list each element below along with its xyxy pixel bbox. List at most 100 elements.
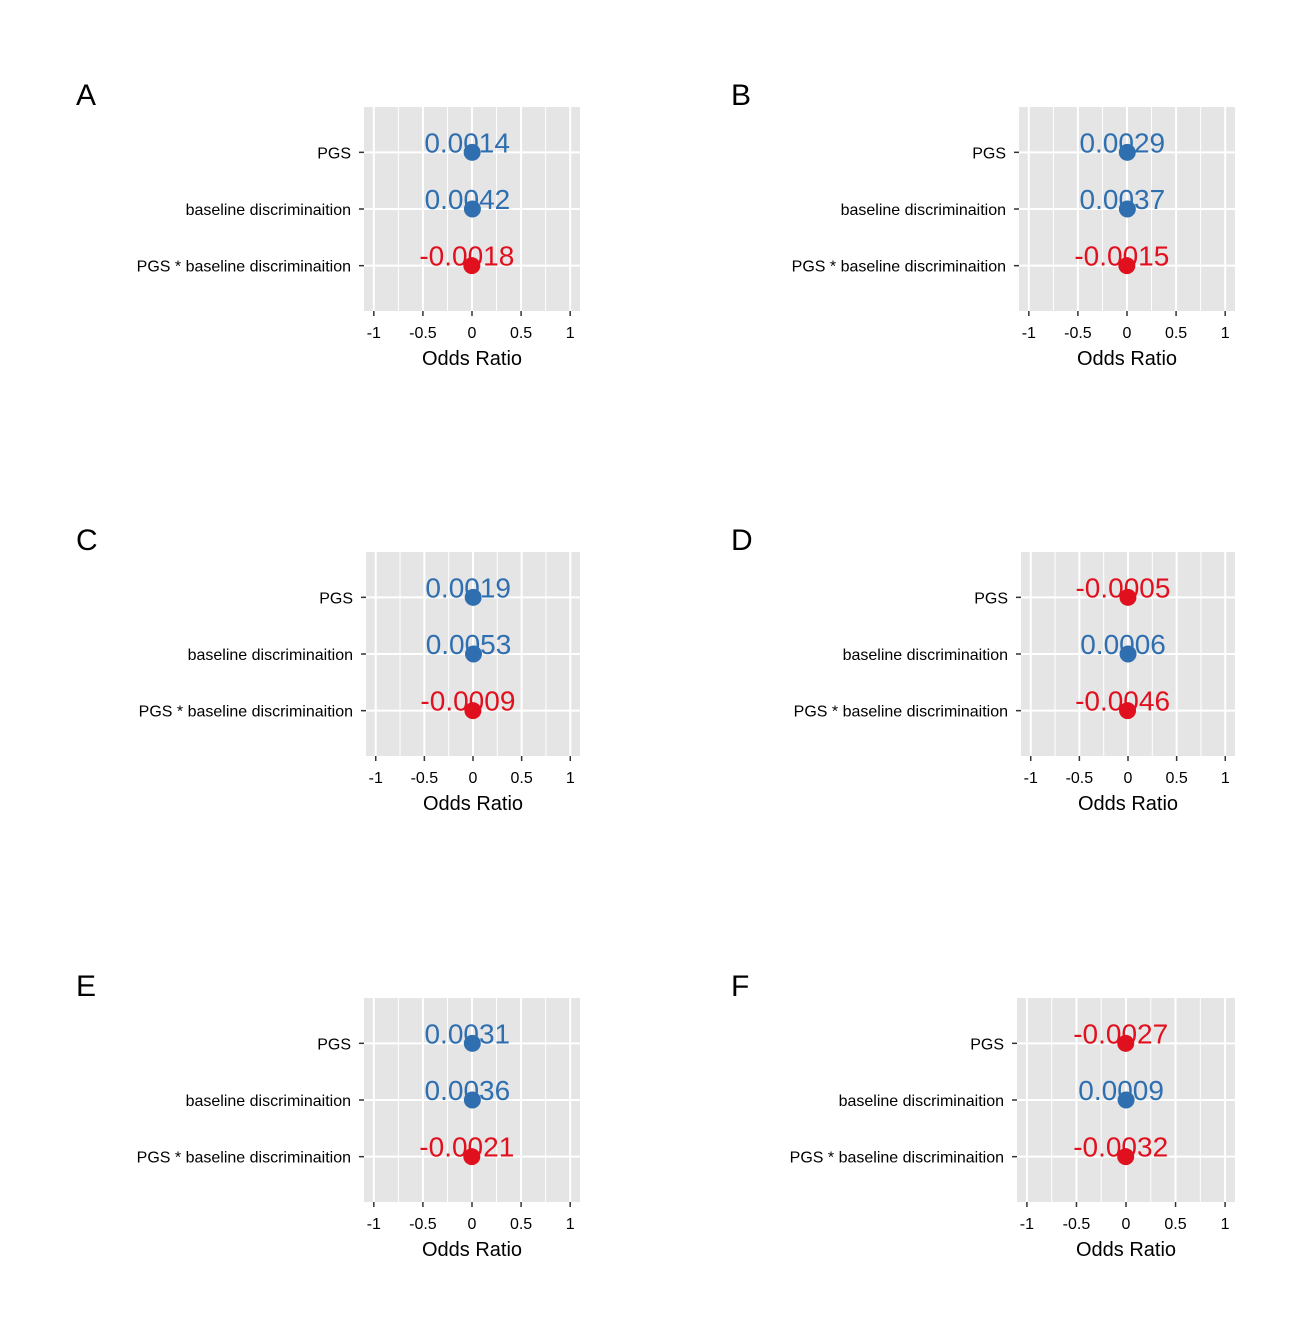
data-label: 0.0009 <box>1078 1075 1164 1106</box>
x-tick-label: 1 <box>566 770 575 787</box>
x-axis-title: Odds Ratio <box>1078 793 1178 815</box>
x-tick-label: -0.5 <box>1063 1216 1091 1233</box>
panel-letter: B <box>731 79 751 112</box>
y-tick-label: baseline discriminaition <box>186 202 351 219</box>
y-tick-label: PGS * baseline discriminaition <box>790 1150 1004 1167</box>
y-tick-label: baseline discriminaition <box>843 647 1008 664</box>
y-tick-label: PGS * baseline discriminaition <box>794 704 1008 721</box>
data-point <box>1117 1091 1135 1109</box>
data-label: 0.0036 <box>425 1075 511 1106</box>
panel-d: D PGS baseline discriminaition PGS * baseli… <box>731 524 1235 815</box>
data-point <box>1119 702 1137 720</box>
x-tick-label: 0.5 <box>510 1216 532 1233</box>
y-tick-label: PGS * baseline discriminaition <box>137 1150 351 1167</box>
data-point <box>1118 143 1136 161</box>
data-point <box>463 143 481 161</box>
data-point <box>463 257 481 275</box>
data-label: 0.0014 <box>424 127 510 158</box>
y-tick-label: PGS <box>317 145 351 162</box>
x-tick-label: -0.5 <box>409 325 437 342</box>
y-tick-label: PGS <box>970 1036 1004 1053</box>
panel-letter: F <box>731 970 749 1003</box>
data-point <box>1119 588 1137 606</box>
data-label: 0.0031 <box>424 1018 510 1049</box>
x-tick-label: 1 <box>1221 325 1230 342</box>
data-point <box>463 1034 481 1052</box>
data-label: 0.0006 <box>1080 629 1166 660</box>
x-tick-label: -0.5 <box>409 1216 437 1233</box>
data-point <box>464 702 482 720</box>
data-label: 0.0037 <box>1080 184 1166 215</box>
y-tick-label: baseline discriminaition <box>186 1093 351 1110</box>
data-point <box>465 645 483 663</box>
data-label: -0.0021 <box>419 1132 514 1163</box>
data-label: 0.0053 <box>426 629 512 660</box>
y-tick-label: baseline discriminaition <box>839 1093 1004 1110</box>
x-tick-label: -1 <box>1022 325 1036 342</box>
x-axis-title: Odds Ratio <box>423 793 523 815</box>
panel-letter: A <box>76 79 96 112</box>
x-axis-title: Odds Ratio <box>1077 348 1177 370</box>
data-point <box>1118 257 1136 275</box>
x-tick-label: 0 <box>1122 1216 1131 1233</box>
panel-f: F PGS baseline discriminaition PGS * baseli… <box>731 970 1235 1261</box>
x-tick-label: -1 <box>369 770 383 787</box>
x-tick-label: 0 <box>469 770 478 787</box>
panel-letter: E <box>76 970 96 1003</box>
y-tick-label: PGS <box>974 590 1008 607</box>
y-tick-label: PGS <box>317 1036 351 1053</box>
x-tick-label: 0 <box>468 325 477 342</box>
data-label: -0.0032 <box>1073 1132 1168 1163</box>
data-point <box>1118 200 1136 218</box>
panel-e: E PGS baseline discriminaition PGS * baseli… <box>76 970 580 1261</box>
x-tick-label: 0 <box>1124 770 1133 787</box>
x-tick-label: -1 <box>367 325 381 342</box>
x-axis-title: Odds Ratio <box>1076 1239 1176 1261</box>
x-tick-label: -1 <box>1020 1216 1034 1233</box>
data-label: -0.0009 <box>420 686 515 717</box>
x-axis-title: Odds Ratio <box>422 1239 522 1261</box>
data-label: 0.0042 <box>425 184 511 215</box>
y-tick-label: PGS <box>972 145 1006 162</box>
data-label: -0.0015 <box>1074 241 1169 272</box>
data-point <box>1119 645 1137 663</box>
panel-a: A PGS baseline discriminaition PGS * baseli… <box>76 79 580 370</box>
data-label: 0.0019 <box>425 572 511 603</box>
x-axis-title: Odds Ratio <box>422 348 522 370</box>
y-tick-label: PGS <box>319 590 353 607</box>
x-tick-label: 1 <box>566 1216 575 1233</box>
y-tick-label: PGS * baseline discriminaition <box>137 259 351 276</box>
data-point <box>463 200 481 218</box>
x-tick-label: 0 <box>468 1216 477 1233</box>
x-tick-label: 0.5 <box>510 325 532 342</box>
x-tick-label: -0.5 <box>1064 325 1092 342</box>
y-tick-label: PGS * baseline discriminaition <box>792 259 1006 276</box>
data-label: -0.0018 <box>419 241 514 272</box>
data-point <box>464 588 482 606</box>
x-tick-label: -1 <box>367 1216 381 1233</box>
data-label: -0.0005 <box>1075 572 1170 603</box>
panel-letter: C <box>76 524 98 557</box>
data-point <box>1117 1148 1135 1166</box>
x-tick-label: 0.5 <box>1164 1216 1186 1233</box>
x-tick-label: -0.5 <box>411 770 439 787</box>
x-tick-label: 1 <box>566 325 575 342</box>
x-tick-label: 1 <box>1221 1216 1230 1233</box>
y-tick-label: PGS * baseline discriminaition <box>139 704 353 721</box>
panel-c: C PGS baseline discriminaition PGS * baseli… <box>76 524 580 815</box>
data-label: 0.0029 <box>1079 127 1165 158</box>
y-tick-label: baseline discriminaition <box>841 202 1006 219</box>
data-label: -0.0027 <box>1073 1018 1168 1049</box>
y-tick-label: baseline discriminaition <box>188 647 353 664</box>
data-label: -0.0046 <box>1075 686 1170 717</box>
x-tick-label: 0 <box>1123 325 1132 342</box>
x-tick-label: 0.5 <box>1166 770 1188 787</box>
data-point <box>1117 1034 1135 1052</box>
panel-b: B PGS baseline discriminaition PGS * baseli… <box>731 79 1235 370</box>
x-tick-label: -1 <box>1024 770 1038 787</box>
x-tick-label: 0.5 <box>511 770 533 787</box>
x-tick-label: -0.5 <box>1066 770 1094 787</box>
x-tick-label: 0.5 <box>1165 325 1187 342</box>
panel-letter: D <box>731 524 753 557</box>
